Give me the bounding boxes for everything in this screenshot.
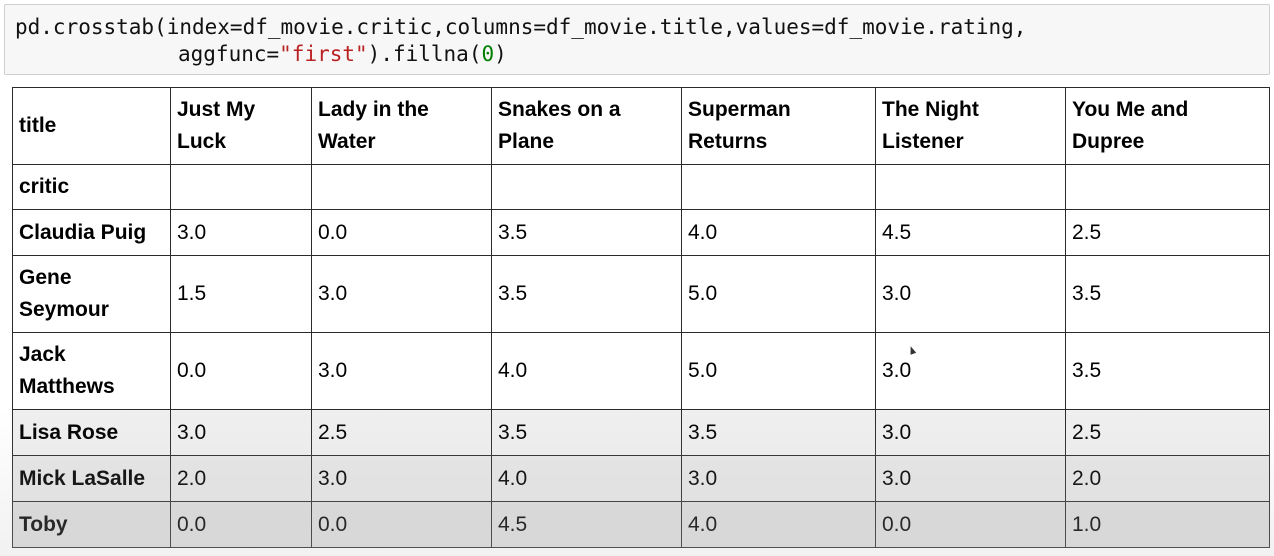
table-cell: 5.0 xyxy=(681,332,876,410)
table-cell: 4.0 xyxy=(491,455,682,502)
column-header: Superman Returns xyxy=(681,87,876,165)
column-header: Snakes on a Plane xyxy=(491,87,682,165)
table-row: Toby 0.0 0.0 4.5 4.0 0.0 1.0 xyxy=(12,501,1270,548)
table-cell: 3.5 xyxy=(1065,332,1270,410)
columns-name-header: title xyxy=(12,87,171,165)
table-cell: 2.5 xyxy=(311,409,492,456)
table-cell: 0.0 xyxy=(875,501,1066,548)
table-cell: 4.0 xyxy=(681,501,876,548)
table-row: Lisa Rose 3.0 2.5 3.5 3.5 3.0 2.5 xyxy=(12,409,1270,456)
code-token: ) xyxy=(494,42,507,66)
table-cell: 2.0 xyxy=(170,455,312,502)
table-cell: 3.5 xyxy=(1065,255,1270,333)
index-name-header: critic xyxy=(12,164,171,210)
table-cell: 0.0 xyxy=(311,501,492,548)
row-index-label: Lisa Rose xyxy=(12,409,171,456)
table-cell: 2.5 xyxy=(1065,209,1270,256)
empty-header-cell xyxy=(1065,164,1270,210)
crosstab-table: title Just My Luck Lady in the Water Sna… xyxy=(12,87,1270,548)
empty-header-cell xyxy=(170,164,312,210)
table-cell: 3.5 xyxy=(491,409,682,456)
table-cell: 3.0 xyxy=(875,409,1066,456)
table-cell: 5.0 xyxy=(681,255,876,333)
table-cell: 3.0 xyxy=(311,255,492,333)
empty-header-cell xyxy=(875,164,1066,210)
header-row-index: critic xyxy=(12,164,1270,210)
row-index-label: Mick LaSalle xyxy=(12,455,171,502)
table-cell: 2.5 xyxy=(1065,409,1270,456)
code-token: ).fillna( xyxy=(367,42,482,66)
table-cell: 3.0 xyxy=(875,332,1066,410)
table-row: Claudia Puig 3.0 0.0 3.5 4.0 4.5 2.5 xyxy=(12,209,1270,256)
table-cell: 1.0 xyxy=(1065,501,1270,548)
code-string-token: "first" xyxy=(279,42,368,66)
table-cell: 4.0 xyxy=(491,332,682,410)
table-cell: 3.0 xyxy=(875,455,1066,502)
table-cell: 3.0 xyxy=(875,255,1066,333)
header-row-columns: title Just My Luck Lady in the Water Sna… xyxy=(12,87,1270,165)
row-index-label: Gene Seymour xyxy=(12,255,171,333)
table-cell: 0.0 xyxy=(170,501,312,548)
table-cell: 4.5 xyxy=(491,501,682,548)
table-row: Gene Seymour 1.5 3.0 3.5 5.0 3.0 3.5 xyxy=(12,255,1270,333)
table-cell: 3.0 xyxy=(170,209,312,256)
code-token: aggfunc= xyxy=(178,42,280,66)
empty-header-cell xyxy=(491,164,682,210)
output-table-container: title Just My Luck Lady in the Water Sna… xyxy=(12,87,1270,548)
table-cell: 3.5 xyxy=(491,255,682,333)
table-cell: 3.5 xyxy=(491,209,682,256)
column-header: Lady in the Water xyxy=(311,87,492,165)
table-cell: 0.0 xyxy=(170,332,312,410)
table-cell: 4.5 xyxy=(875,209,1066,256)
table-cell: 3.0 xyxy=(170,409,312,456)
table-cell: 2.0 xyxy=(1065,455,1270,502)
table-cell: 3.5 xyxy=(681,409,876,456)
row-index-label: Jack Matthews xyxy=(12,332,171,410)
row-index-label: Claudia Puig xyxy=(12,209,171,256)
column-header: Just My Luck xyxy=(170,87,312,165)
table-cell: 1.5 xyxy=(170,255,312,333)
column-header: You Me and Dupree xyxy=(1065,87,1270,165)
code-line-1: pd.crosstab(index=df_movie.critic,column… xyxy=(15,15,1027,39)
empty-header-cell xyxy=(311,164,492,210)
row-index-label: Toby xyxy=(12,501,171,548)
table-cell: 3.0 xyxy=(311,455,492,502)
table-cell: 3.0 xyxy=(311,332,492,410)
column-header: The Night Listener xyxy=(875,87,1066,165)
empty-header-cell xyxy=(681,164,876,210)
code-input-cell[interactable]: pd.crosstab(index=df_movie.critic,column… xyxy=(4,4,1270,75)
code-line-2: aggfunc="first").fillna(0) xyxy=(15,41,1269,68)
code-number-token: 0 xyxy=(481,42,495,66)
table-cell: 0.0 xyxy=(311,209,492,256)
table-row: Mick LaSalle 2.0 3.0 4.0 3.0 3.0 2.0 xyxy=(12,455,1270,502)
table-cell: 3.0 xyxy=(681,455,876,502)
table-cell: 4.0 xyxy=(681,209,876,256)
table-row: Jack Matthews 0.0 3.0 4.0 5.0 3.0 3.5 xyxy=(12,332,1270,410)
